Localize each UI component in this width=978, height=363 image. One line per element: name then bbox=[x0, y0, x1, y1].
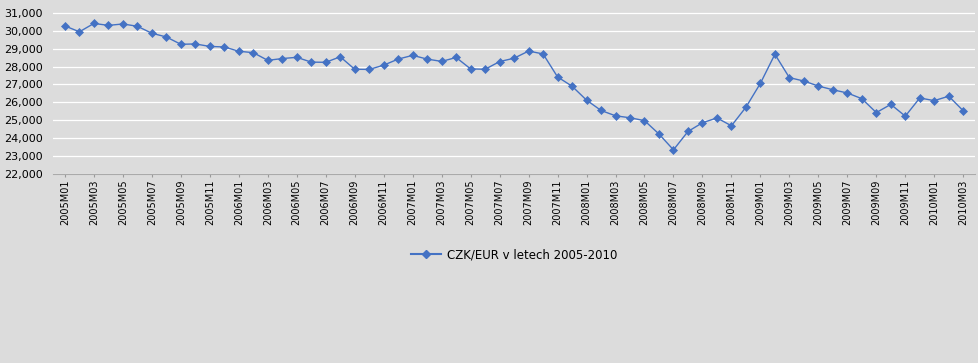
Legend: CZK/EUR v letech 2005-2010: CZK/EUR v letech 2005-2010 bbox=[406, 244, 621, 266]
